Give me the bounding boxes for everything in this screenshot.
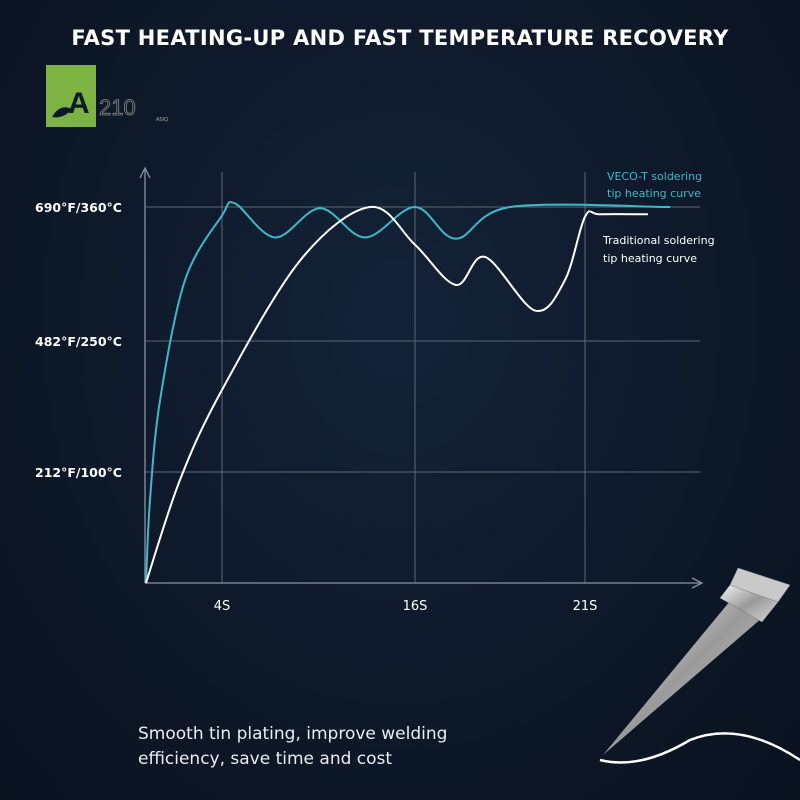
x-tick-label: 21S	[573, 599, 598, 614]
svg-text:ASIQ: ASIQ	[156, 117, 168, 123]
svg-text:210: 210	[99, 95, 136, 120]
caption-line-2: efficiency, save time and cost	[138, 749, 393, 769]
svg-text:A: A	[68, 87, 90, 120]
caption: Smooth tin plating, improve welding effi…	[138, 722, 498, 772]
veco-curve	[144, 200, 671, 584]
traditional-curve	[145, 205, 648, 584]
soldering-tip-illustration	[599, 567, 800, 764]
y-tick-label: 690°F/360°C	[35, 200, 122, 215]
caption-line-1: Smooth tin plating, improve welding	[138, 724, 448, 744]
y-tick-label: 482°F/250°C	[35, 334, 122, 349]
page-title: FAST HEATING-UP AND FAST TEMPERATURE REC…	[71, 26, 729, 50]
x-axis-arrow-icon	[691, 577, 704, 589]
legend-traditional-line2: tip heating curve	[603, 252, 697, 265]
x-tick-label: 4S	[214, 599, 231, 614]
brand-logo: A 210 ASIQ	[46, 65, 176, 133]
x-tick-label: 16S	[403, 599, 428, 614]
legend-veco-line1: VECO-T soldering	[607, 170, 702, 183]
y-tick-label: 212°F/100°C	[35, 465, 122, 480]
legend-veco-line2: tip heating curve	[607, 187, 701, 200]
y-axis-arrow-icon	[139, 166, 151, 179]
legend-traditional-line1: Traditional soldering	[602, 234, 715, 247]
